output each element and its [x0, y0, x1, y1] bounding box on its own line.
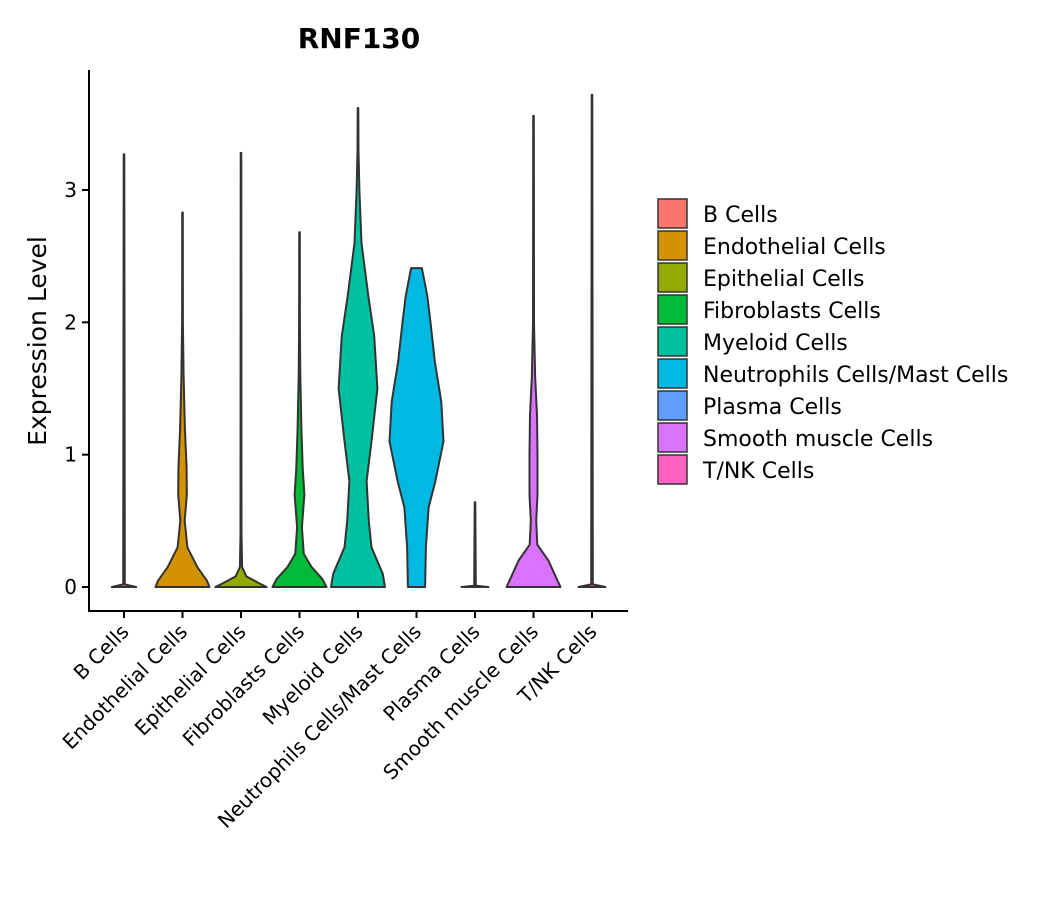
chart-title: RNF130: [298, 22, 421, 55]
legend-label-b-cells: B Cells: [703, 203, 778, 228]
violin-epithelial-cells: [214, 151, 268, 588]
y-tick-label-0: 0: [64, 575, 77, 599]
legend-swatch-myeloid-cells: [657, 326, 688, 357]
axis-lines: [88, 70, 628, 612]
y-ticks: 0 1 2 3: [64, 178, 89, 599]
legend: B Cells Endothelial Cells Epithelial Cells…: [657, 198, 1008, 485]
y-tick-label-1: 1: [64, 443, 77, 467]
legend-label-neutrophils-cells-mast-cells: Neutrophils Cells/Mast Cells: [703, 363, 1008, 388]
legend-label-fibroblasts-cells: Fibroblasts Cells: [703, 299, 881, 324]
legend-swatch-neutrophils-cells-mast-cells: [657, 358, 688, 389]
legend-swatch-epithelial-cells: [657, 262, 688, 293]
legend-swatch-t-nk-cells: [657, 454, 688, 485]
x-tick-label-myeloid-cells: Myeloid Cells: [258, 620, 368, 730]
legend-label-plasma-cells: Plasma Cells: [703, 395, 842, 420]
legend-label-myeloid-cells: Myeloid Cells: [703, 331, 848, 356]
legend-swatch-smooth-muscle-cells: [657, 422, 688, 453]
violin-fibroblasts-cells: [271, 231, 328, 588]
violin-myeloid-cells: [330, 107, 386, 588]
y-tick-label-2: 2: [64, 310, 77, 334]
legend-label-epithelial-cells: Epithelial Cells: [703, 267, 864, 292]
legend-label-endothelial-cells: Endothelial Cells: [703, 235, 886, 260]
y-axis-title: Expression Level: [23, 236, 52, 446]
legend-swatch-fibroblasts-cells: [657, 294, 688, 325]
violin-neutrophils-cells-mast-cells: [388, 267, 445, 588]
legend-label-smooth-muscle-cells: Smooth muscle Cells: [703, 427, 933, 452]
violin-endothelial-cells: [154, 211, 211, 588]
violin-smooth-muscle-cells: [505, 114, 562, 588]
legend-swatch-b-cells: [657, 198, 688, 229]
violin-group: [110, 93, 607, 588]
legend-label-t-nk-cells: T/NK Cells: [702, 459, 814, 484]
y-tick-label-3: 3: [64, 178, 77, 202]
violin-plasma-cells: [460, 501, 490, 588]
violin-t-nk-cells: [577, 93, 607, 588]
violin-b-cells: [110, 153, 138, 588]
legend-swatch-endothelial-cells: [657, 230, 688, 261]
legend-swatch-plasma-cells: [657, 390, 688, 421]
